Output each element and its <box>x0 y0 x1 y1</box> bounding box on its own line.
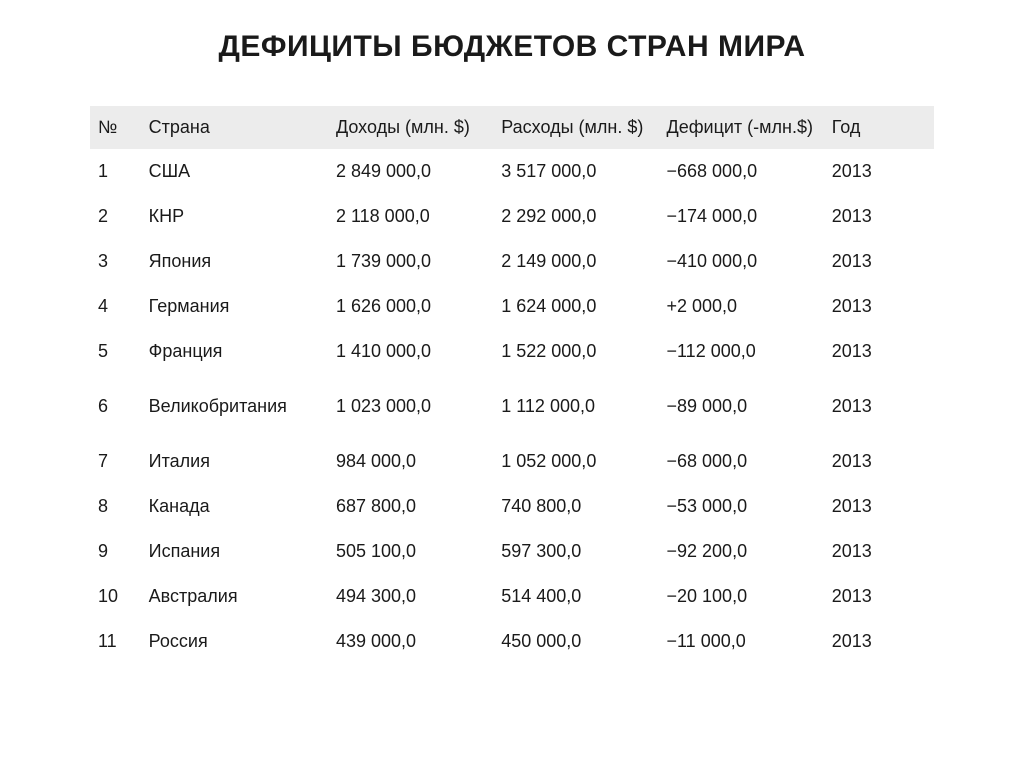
header-year: Год <box>824 106 934 149</box>
cell-num: 11 <box>90 619 141 664</box>
cell-country: Япония <box>141 239 328 284</box>
cell-deficit: −20 100,0 <box>659 574 824 619</box>
cell-year: 2013 <box>824 374 934 439</box>
cell-income: 984 000,0 <box>328 439 493 484</box>
cell-income: 494 300,0 <box>328 574 493 619</box>
cell-year: 2013 <box>824 484 934 529</box>
cell-year: 2013 <box>824 439 934 484</box>
cell-income: 1 410 000,0 <box>328 329 493 374</box>
table-row: 11Россия439 000,0450 000,0−11 000,02013 <box>90 619 934 664</box>
cell-deficit: −112 000,0 <box>659 329 824 374</box>
cell-country: Канада <box>141 484 328 529</box>
table-row: 1США2 849 000,03 517 000,0−668 000,02013 <box>90 149 934 194</box>
cell-deficit: −174 000,0 <box>659 194 824 239</box>
cell-num: 5 <box>90 329 141 374</box>
table-row: 3Япония1 739 000,02 149 000,0−410 000,02… <box>90 239 934 284</box>
cell-num: 6 <box>90 374 141 439</box>
cell-num: 7 <box>90 439 141 484</box>
cell-num: 3 <box>90 239 141 284</box>
cell-num: 4 <box>90 284 141 329</box>
cell-year: 2013 <box>824 239 934 284</box>
header-country: Страна <box>141 106 328 149</box>
cell-year: 2013 <box>824 149 934 194</box>
cell-income: 2 849 000,0 <box>328 149 493 194</box>
cell-deficit: −53 000,0 <box>659 484 824 529</box>
page-title: ДЕФИЦИТЫ БЮДЖЕТОВ СТРАН МИРА <box>90 30 934 64</box>
cell-country: Россия <box>141 619 328 664</box>
cell-year: 2013 <box>824 529 934 574</box>
cell-expense: 1 624 000,0 <box>493 284 658 329</box>
cell-expense: 2 149 000,0 <box>493 239 658 284</box>
cell-country: Франция <box>141 329 328 374</box>
cell-deficit: −668 000,0 <box>659 149 824 194</box>
cell-expense: 450 000,0 <box>493 619 658 664</box>
cell-country: КНР <box>141 194 328 239</box>
cell-country: Испания <box>141 529 328 574</box>
cell-num: 10 <box>90 574 141 619</box>
budget-deficit-table: № Страна Доходы (млн. $) Расходы (млн. $… <box>90 106 934 664</box>
cell-expense: 3 517 000,0 <box>493 149 658 194</box>
cell-income: 1 739 000,0 <box>328 239 493 284</box>
cell-year: 2013 <box>824 574 934 619</box>
cell-income: 1 626 000,0 <box>328 284 493 329</box>
cell-deficit: −11 000,0 <box>659 619 824 664</box>
cell-deficit: −92 200,0 <box>659 529 824 574</box>
header-num: № <box>90 106 141 149</box>
cell-country: США <box>141 149 328 194</box>
cell-income: 439 000,0 <box>328 619 493 664</box>
cell-num: 1 <box>90 149 141 194</box>
cell-num: 9 <box>90 529 141 574</box>
cell-income: 1 023 000,0 <box>328 374 493 439</box>
cell-expense: 2 292 000,0 <box>493 194 658 239</box>
cell-expense: 740 800,0 <box>493 484 658 529</box>
cell-income: 687 800,0 <box>328 484 493 529</box>
table-row: 10Австралия494 300,0514 400,0−20 100,020… <box>90 574 934 619</box>
table-row: 4Германия1 626 000,01 624 000,0+2 000,02… <box>90 284 934 329</box>
cell-deficit: −89 000,0 <box>659 374 824 439</box>
cell-country: Великобритания <box>141 374 328 439</box>
cell-deficit: +2 000,0 <box>659 284 824 329</box>
cell-income: 2 118 000,0 <box>328 194 493 239</box>
header-income: Доходы (млн. $) <box>328 106 493 149</box>
cell-country: Германия <box>141 284 328 329</box>
cell-country: Италия <box>141 439 328 484</box>
table-row: 2КНР2 118 000,02 292 000,0−174 000,02013 <box>90 194 934 239</box>
cell-deficit: −68 000,0 <box>659 439 824 484</box>
table-body: 1США2 849 000,03 517 000,0−668 000,02013… <box>90 149 934 664</box>
table-row: 7Италия984 000,01 052 000,0−68 000,02013 <box>90 439 934 484</box>
header-expense: Расходы (млн. $) <box>493 106 658 149</box>
cell-expense: 1 522 000,0 <box>493 329 658 374</box>
table-header-row: № Страна Доходы (млн. $) Расходы (млн. $… <box>90 106 934 149</box>
table-row: 5Франция1 410 000,01 522 000,0−112 000,0… <box>90 329 934 374</box>
cell-num: 8 <box>90 484 141 529</box>
table-row: 8Канада687 800,0740 800,0−53 000,02013 <box>90 484 934 529</box>
table-row: 9Испания505 100,0597 300,0−92 200,02013 <box>90 529 934 574</box>
cell-year: 2013 <box>824 619 934 664</box>
cell-country: Австралия <box>141 574 328 619</box>
cell-year: 2013 <box>824 329 934 374</box>
cell-deficit: −410 000,0 <box>659 239 824 284</box>
cell-year: 2013 <box>824 284 934 329</box>
table-row: 6Великобритания1 023 000,01 112 000,0−89… <box>90 374 934 439</box>
cell-year: 2013 <box>824 194 934 239</box>
cell-num: 2 <box>90 194 141 239</box>
cell-expense: 1 112 000,0 <box>493 374 658 439</box>
cell-income: 505 100,0 <box>328 529 493 574</box>
cell-expense: 597 300,0 <box>493 529 658 574</box>
cell-expense: 514 400,0 <box>493 574 658 619</box>
cell-expense: 1 052 000,0 <box>493 439 658 484</box>
header-deficit: Дефицит (-млн.$) <box>659 106 824 149</box>
